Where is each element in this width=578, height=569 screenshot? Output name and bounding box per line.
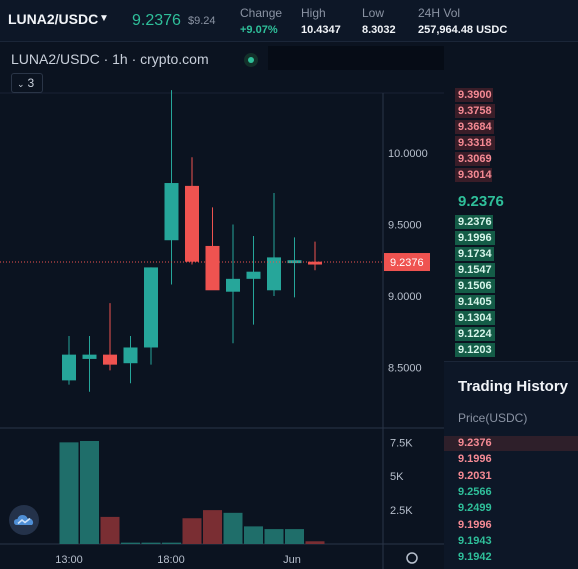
volume-bar — [305, 541, 325, 544]
caret-down-icon[interactable]: ▼ — [99, 13, 109, 24]
price-tick-label: 9.0000 — [388, 291, 422, 303]
candle-body — [246, 271, 261, 279]
cloud-logo-icon[interactable] — [9, 505, 39, 535]
price-column-header: Price(USDC) — [458, 411, 528, 425]
time-tick-label: Jun — [283, 554, 301, 566]
candle-body — [308, 261, 322, 265]
order-book-mid-price: 9.2376 — [458, 193, 504, 210]
trading-history-title: Trading History — [458, 378, 569, 395]
volume-bar — [182, 518, 202, 544]
stat-24h-vol: 24H Vol 257,964.48 USDC — [418, 6, 507, 36]
stat-change: Change +9.07% — [240, 6, 282, 36]
trade-row: 9.2566 — [458, 485, 492, 498]
candle-body — [205, 245, 220, 291]
bid-row[interactable]: 9.1405 — [455, 295, 495, 309]
price-tick-label: 10.0000 — [388, 148, 428, 160]
bid-row[interactable]: 9.1996 — [455, 231, 495, 245]
trade-row: 9.2031 — [458, 469, 492, 482]
volume-bar — [162, 542, 181, 544]
bid-row[interactable]: 9.1203 — [455, 343, 495, 357]
volume-tick-label: 7.5K — [390, 437, 413, 449]
price-tick-label: 8.5000 — [388, 363, 422, 375]
stat-value: 8.3032 — [362, 24, 396, 36]
candle-body — [62, 354, 76, 381]
volume-bar — [80, 441, 99, 544]
stat-label: Low — [362, 6, 385, 20]
ask-row[interactable]: 9.3014 — [455, 168, 492, 182]
bid-row[interactable]: 9.1224 — [455, 327, 495, 341]
trade-row: 9.1996 — [458, 453, 492, 466]
price-chart[interactable]: 10.0000 9.5000 9.0000 8.5000 7.5K 5K 2.5K 13:00… — [0, 43, 444, 569]
live-indicator-icon — [244, 53, 258, 67]
candle-body — [144, 267, 158, 348]
volume-bar — [121, 542, 140, 544]
trade-row: 9.2499 — [458, 502, 492, 515]
stat-low: Low 8.3032 — [362, 6, 396, 36]
stat-label: Change — [240, 6, 283, 20]
candle-body — [123, 347, 138, 364]
candle-body — [226, 278, 240, 292]
stat-value: 10.4347 — [301, 24, 341, 36]
trade-row: 9.1996 — [458, 518, 492, 531]
stat-label: High — [301, 6, 326, 20]
chart-toolbar-strip — [268, 46, 444, 70]
volume-bar — [285, 529, 304, 544]
trading-history-panel: Trading History Price(USDC) 9.2376 9.1996… — [444, 361, 578, 569]
indicators-toggle-button[interactable]: ⌄ 3 — [11, 73, 43, 93]
time-tick-label: 18:00 — [157, 554, 185, 566]
last-price-usd: $9.24 — [188, 15, 216, 27]
price-tick-label: 9.5000 — [388, 220, 422, 232]
stat-high: High 10.4347 — [301, 6, 341, 36]
bid-row[interactable]: 9.2376 — [455, 215, 493, 229]
chart-title: LUNA2/USDC · 1h · crypto.com — [11, 51, 209, 67]
candle-body — [185, 185, 199, 262]
current-price-label: 9.2376 — [390, 257, 424, 269]
last-price: 9.2376 — [132, 12, 181, 29]
volume-bar — [203, 510, 222, 544]
volume-tick-label: 5K — [390, 471, 404, 483]
volume-bar — [141, 542, 161, 544]
ask-row[interactable]: 9.3684 — [455, 120, 494, 134]
trade-row: 9.1943 — [458, 534, 492, 547]
candle-body — [267, 257, 281, 291]
stat-label: 24H Vol — [418, 6, 461, 20]
ask-row[interactable]: 9.3069 — [455, 152, 492, 166]
ticker-header: LUNA2/USDC ▼ 9.2376 $9.24 Change +9.07% … — [0, 0, 578, 42]
stat-value: +9.07% — [240, 24, 278, 36]
current-price-tag — [384, 253, 430, 272]
bid-row[interactable]: 9.1304 — [455, 311, 495, 325]
bid-row[interactable]: 9.1506 — [455, 279, 495, 293]
time-tick-label: 13:00 — [55, 554, 83, 566]
volume-bar — [264, 529, 284, 544]
ask-row[interactable]: 9.3318 — [455, 136, 495, 150]
volume-bar — [100, 516, 120, 544]
mid-price-band — [455, 188, 578, 216]
volume-tick-label: 2.5K — [390, 505, 413, 517]
pair-selector[interactable]: LUNA2/USDC — [8, 11, 99, 27]
bid-row[interactable]: 9.1547 — [455, 263, 495, 277]
candle-body — [103, 354, 117, 365]
trade-row: 9.1942 — [458, 551, 492, 564]
indicator-count: 3 — [27, 76, 35, 90]
volume-bar — [223, 512, 243, 544]
candle-body — [82, 354, 97, 359]
settings-gear-icon[interactable] — [406, 552, 418, 564]
volume-bar — [59, 442, 79, 544]
chevron-down-icon: ⌄ — [17, 79, 25, 89]
ask-row[interactable]: 9.3900 — [455, 88, 493, 102]
candle-body — [164, 183, 179, 241]
trade-row: 9.2376 — [444, 436, 578, 451]
bid-row[interactable]: 9.1734 — [455, 247, 494, 261]
candlestick-chart[interactable]: 10.0000 9.5000 9.0000 8.5000 7.5K 5K 2.5K 13:00… — [0, 43, 444, 569]
volume-bar — [244, 526, 263, 544]
stat-value: 257,964.48 USDC — [418, 24, 508, 36]
ask-row[interactable]: 9.3758 — [455, 104, 495, 118]
